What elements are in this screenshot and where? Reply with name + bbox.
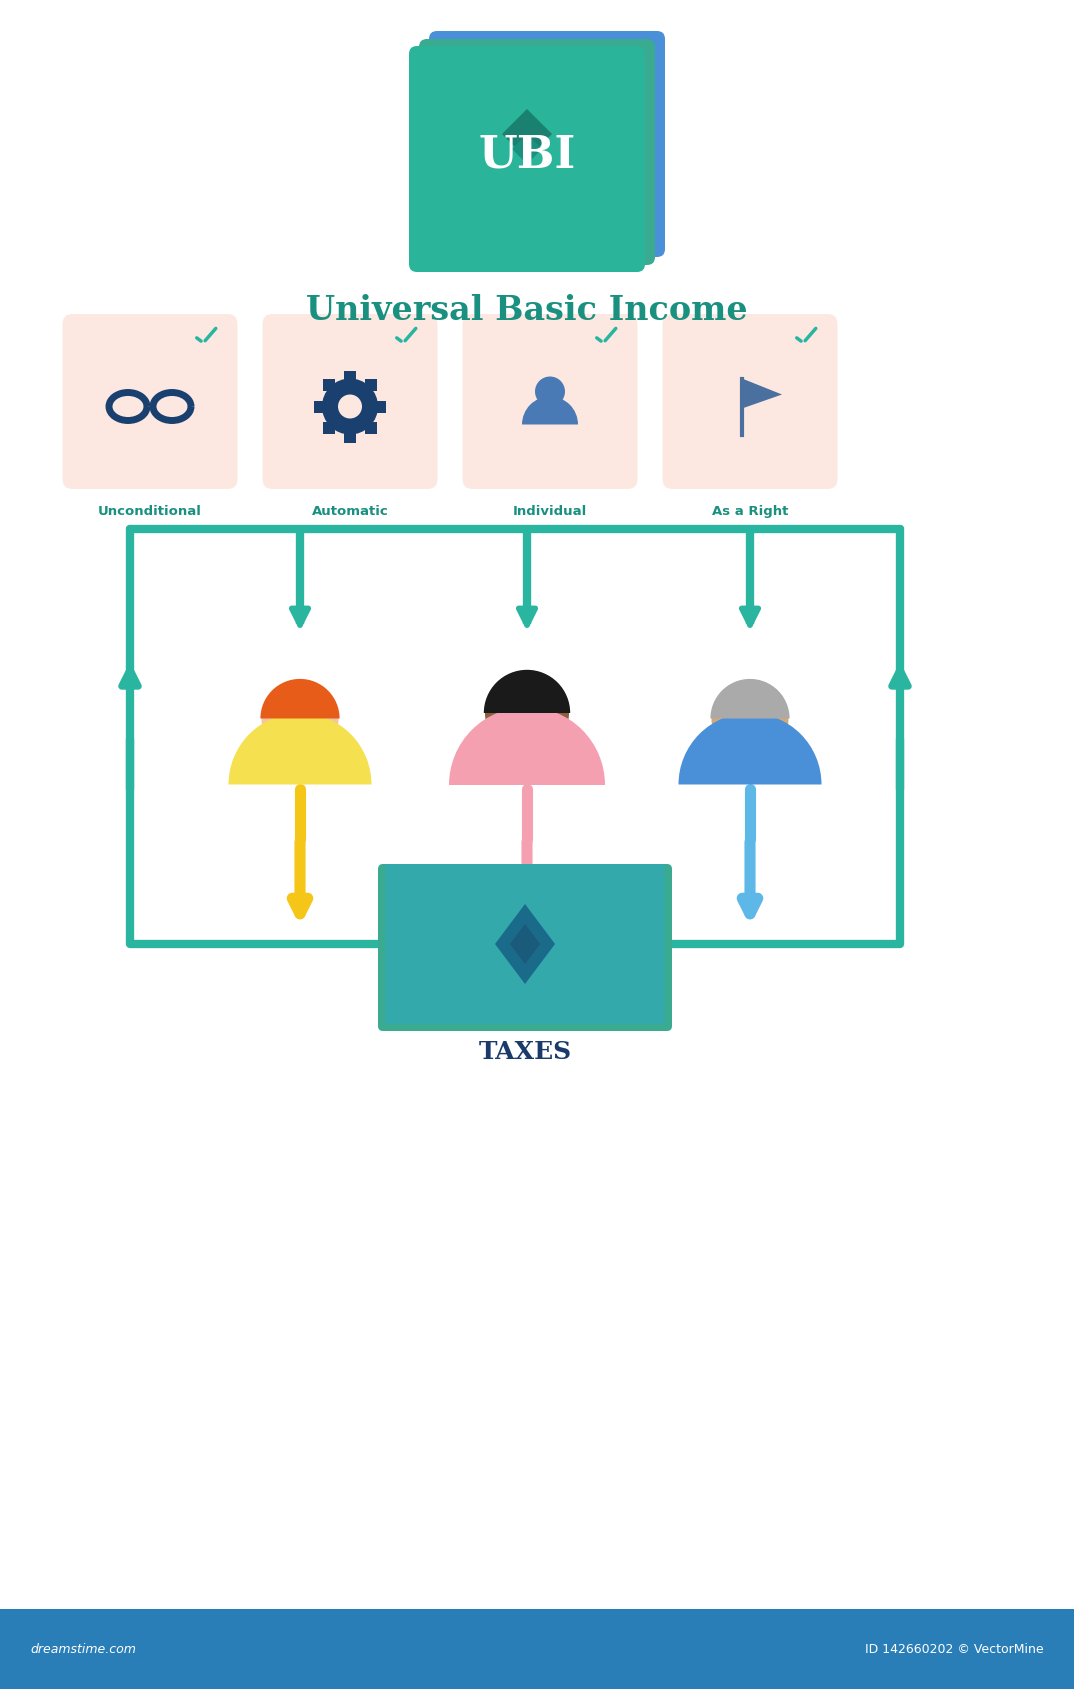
- Text: Unconditional: Unconditional: [98, 505, 202, 519]
- Text: UBI: UBI: [478, 133, 576, 176]
- FancyBboxPatch shape: [365, 380, 377, 392]
- Circle shape: [322, 380, 378, 436]
- FancyBboxPatch shape: [62, 314, 237, 490]
- FancyBboxPatch shape: [0, 1610, 1074, 1689]
- FancyBboxPatch shape: [374, 402, 386, 414]
- Circle shape: [338, 395, 362, 419]
- Text: Automatic: Automatic: [311, 505, 389, 519]
- FancyBboxPatch shape: [323, 380, 335, 392]
- Circle shape: [535, 377, 565, 407]
- FancyBboxPatch shape: [409, 47, 645, 274]
- Polygon shape: [510, 924, 540, 964]
- Wedge shape: [229, 713, 372, 785]
- FancyBboxPatch shape: [429, 32, 665, 258]
- FancyBboxPatch shape: [378, 865, 672, 1032]
- Polygon shape: [512, 135, 542, 166]
- Wedge shape: [449, 708, 605, 785]
- Wedge shape: [522, 397, 578, 426]
- FancyBboxPatch shape: [314, 402, 326, 414]
- FancyBboxPatch shape: [344, 431, 355, 443]
- Polygon shape: [495, 905, 555, 985]
- Polygon shape: [502, 110, 552, 160]
- Text: dreamstime.com: dreamstime.com: [30, 1642, 136, 1655]
- Wedge shape: [679, 713, 822, 785]
- Wedge shape: [483, 671, 570, 713]
- FancyBboxPatch shape: [384, 865, 665, 1025]
- Wedge shape: [710, 679, 789, 720]
- Wedge shape: [260, 679, 339, 720]
- Text: Universal Basic Income: Universal Basic Income: [306, 294, 748, 326]
- Polygon shape: [742, 380, 782, 409]
- Text: TAXES: TAXES: [478, 1039, 571, 1064]
- FancyBboxPatch shape: [384, 865, 665, 1025]
- FancyBboxPatch shape: [262, 314, 437, 490]
- Circle shape: [485, 672, 569, 755]
- Circle shape: [261, 681, 338, 758]
- Text: Individual: Individual: [513, 505, 587, 519]
- FancyBboxPatch shape: [663, 314, 838, 490]
- Text: As a Right: As a Right: [712, 505, 788, 519]
- FancyBboxPatch shape: [365, 422, 377, 434]
- FancyBboxPatch shape: [323, 422, 335, 434]
- Text: ID 142660202 © VectorMine: ID 142660202 © VectorMine: [866, 1642, 1044, 1655]
- FancyBboxPatch shape: [344, 372, 355, 383]
- FancyBboxPatch shape: [463, 314, 638, 490]
- Circle shape: [711, 681, 788, 758]
- FancyBboxPatch shape: [419, 41, 655, 265]
